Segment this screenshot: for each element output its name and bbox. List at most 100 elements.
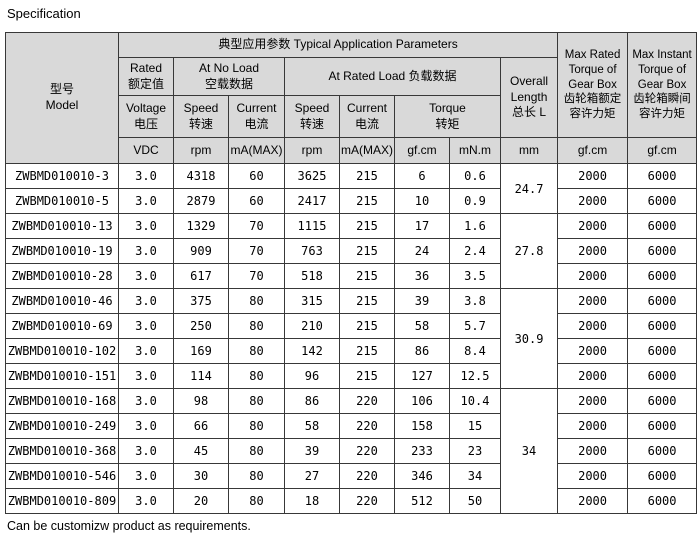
max-rated-torque-cell: 2000 (557, 363, 629, 389)
voltage-cell: 3.0 (118, 438, 174, 464)
max-instant-torque-cell: 6000 (627, 388, 698, 414)
table-row: ZWBMD010010-28 3.0 617 70 518 215 36 3.5 2000 600… (5, 263, 698, 289)
rated-speed-cell: 86 (284, 388, 340, 414)
max-rated-torque-cell: 2000 (557, 488, 629, 514)
torque-gfcm-cell: 233 (394, 438, 450, 464)
table-row: ZWBMD010010-13 3.0 1329 70 1115 215 17 1.6 27.8 2… (5, 213, 698, 289)
voltage-cell: 3.0 (118, 213, 174, 239)
voltage-cell: 3.0 (118, 313, 174, 339)
no-load-current-cell: 80 (228, 388, 285, 414)
max-instant-torque-cell: 6000 (627, 313, 698, 339)
header-row-2: Rated 额定值 At No Load 空载数据 At Rated Load … (6, 57, 697, 138)
voltage-cell: 3.0 (118, 413, 174, 439)
voltage-cell: 3.0 (118, 363, 174, 389)
torque-mnm-cell: 10.4 (449, 388, 501, 414)
unit-rated-ma: mA(MAX) (339, 137, 395, 164)
torque-gfcm-cell: 127 (394, 363, 450, 389)
no-load-current-cell: 80 (228, 363, 285, 389)
unit-torque-mnm: mN.m (449, 137, 501, 164)
model-cell: ZWBMD010010-28 (5, 263, 119, 289)
torque-mnm-cell: 0.9 (449, 188, 501, 214)
overall-length-cell: 30.9 (499, 288, 559, 389)
col-header-no-load-speed: Speed 转速 (173, 95, 229, 138)
no-load-current-cell: 60 (228, 163, 285, 189)
rated-current-cell: 220 (339, 388, 395, 414)
table-row: ZWBMD010010-249 3.0 66 80 58 220 158 15 2000 6000 (5, 413, 698, 439)
overall-length-cell: 24.7 (499, 163, 559, 214)
max-instant-torque-cell: 6000 (627, 438, 698, 464)
max-instant-torque-cell: 6000 (627, 413, 698, 439)
voltage-cell: 3.0 (118, 163, 174, 189)
no-load-speed-cell: 375 (173, 288, 229, 314)
max-rated-torque-cell: 2000 (557, 413, 629, 439)
max-instant-torque-cell: 6000 (627, 263, 698, 289)
rated-speed-cell: 58 (284, 413, 340, 439)
rated-speed-cell: 2417 (284, 188, 340, 214)
torque-mnm-cell: 15 (449, 413, 501, 439)
torque-gfcm-cell: 39 (394, 288, 450, 314)
torque-gfcm-cell: 512 (394, 488, 450, 514)
torque-gfcm-cell: 106 (394, 388, 450, 414)
col-header-voltage: Voltage 电压 (118, 95, 174, 138)
rated-current-cell: 220 (339, 413, 395, 439)
max-rated-torque-cell: 2000 (557, 438, 629, 464)
torque-gfcm-cell: 10 (394, 188, 450, 214)
voltage-cell: 3.0 (118, 338, 174, 364)
header-row-1: 型号 Model 典型应用参数 Typical Application Para… (5, 32, 698, 164)
max-instant-torque-cell: 6000 (627, 288, 698, 314)
table-row: ZWBMD010010-5 3.0 2879 60 2417 215 10 0.9 2000 60… (5, 188, 698, 214)
col-header-max-rated-torque: Max Rated Torque of Gear Box 齿轮箱额定 容许力矩 (557, 32, 629, 138)
rated-current-cell: 220 (339, 438, 395, 464)
rated-current-cell: 215 (339, 213, 395, 239)
unit-torque-gfcm: gf.cm (394, 137, 450, 164)
table-row: ZWBMD010010-809 3.0 20 80 18 220 512 50 2000 6000 (5, 488, 698, 514)
no-load-speed-cell: 114 (173, 363, 229, 389)
voltage-cell: 3.0 (118, 263, 174, 289)
table-row: ZWBMD010010-69 3.0 250 80 210 215 58 5.7 2000 600… (5, 313, 698, 339)
model-cell: ZWBMD010010-151 (5, 363, 119, 389)
col-header-torque: Torque 转矩 (394, 95, 501, 138)
torque-mnm-cell: 50 (449, 488, 501, 514)
model-cell: ZWBMD010010-5 (5, 188, 119, 214)
col-header-max-instant-torque: Max Instant Torque of Gear Box 齿轮箱瞬间 容许力… (627, 32, 698, 138)
no-load-speed-cell: 98 (173, 388, 229, 414)
table-row: ZWBMD010010-19 3.0 909 70 763 215 24 2.4 2000 600… (5, 238, 698, 264)
unit-max-rated-gfcm: gf.cm (557, 137, 629, 164)
table-row: ZWBMD010010-151 3.0 114 80 96 215 127 12.5 2000 6… (5, 363, 698, 389)
model-cell: ZWBMD010010-168 (5, 388, 119, 414)
rated-speed-cell: 763 (284, 238, 340, 264)
rated-speed-cell: 96 (284, 363, 340, 389)
col-header-model: 型号 Model (5, 32, 119, 164)
torque-mnm-cell: 5.7 (449, 313, 501, 339)
rated-speed-cell: 142 (284, 338, 340, 364)
table-row: ZWBMD010010-368 3.0 45 80 39 220 233 23 2000 6000 (5, 438, 698, 464)
rated-speed-cell: 1115 (284, 213, 340, 239)
torque-gfcm-cell: 24 (394, 238, 450, 264)
torque-mnm-cell: 34 (449, 463, 501, 489)
table-row: ZWBMD010010-102 3.0 169 80 142 215 86 8.4 2000 60… (5, 338, 698, 364)
header-row-3: Voltage 电压 Speed 转速 Current 电流 Speed 转速 … (6, 95, 697, 138)
header-rated: Rated 额定值 (118, 57, 174, 96)
max-rated-torque-cell: 2000 (557, 313, 629, 339)
rated-current-cell: 215 (339, 288, 395, 314)
no-load-current-cell: 60 (228, 188, 285, 214)
no-load-current-cell: 80 (228, 463, 285, 489)
voltage-cell: 3.0 (118, 188, 174, 214)
page-title: Specification (7, 6, 81, 21)
model-cell: ZWBMD010010-368 (5, 438, 119, 464)
no-load-speed-cell: 45 (173, 438, 229, 464)
max-instant-torque-cell: 6000 (627, 488, 698, 514)
no-load-speed-cell: 66 (173, 413, 229, 439)
no-load-current-cell: 70 (228, 263, 285, 289)
no-load-current-cell: 70 (228, 238, 285, 264)
unit-vdc: VDC (118, 137, 174, 164)
unit-no-load-rpm: rpm (173, 137, 229, 164)
torque-mnm-cell: 2.4 (449, 238, 501, 264)
rated-speed-cell: 27 (284, 463, 340, 489)
no-load-current-cell: 80 (228, 438, 285, 464)
table-row: ZWBMD010010-3 3.0 4318 60 3625 215 6 0.6 24.7 200… (5, 163, 698, 214)
rated-current-cell: 220 (339, 463, 395, 489)
max-rated-torque-cell: 2000 (557, 238, 629, 264)
no-load-current-cell: 80 (228, 313, 285, 339)
table-header: 型号 Model 典型应用参数 Typical Application Para… (5, 32, 698, 164)
